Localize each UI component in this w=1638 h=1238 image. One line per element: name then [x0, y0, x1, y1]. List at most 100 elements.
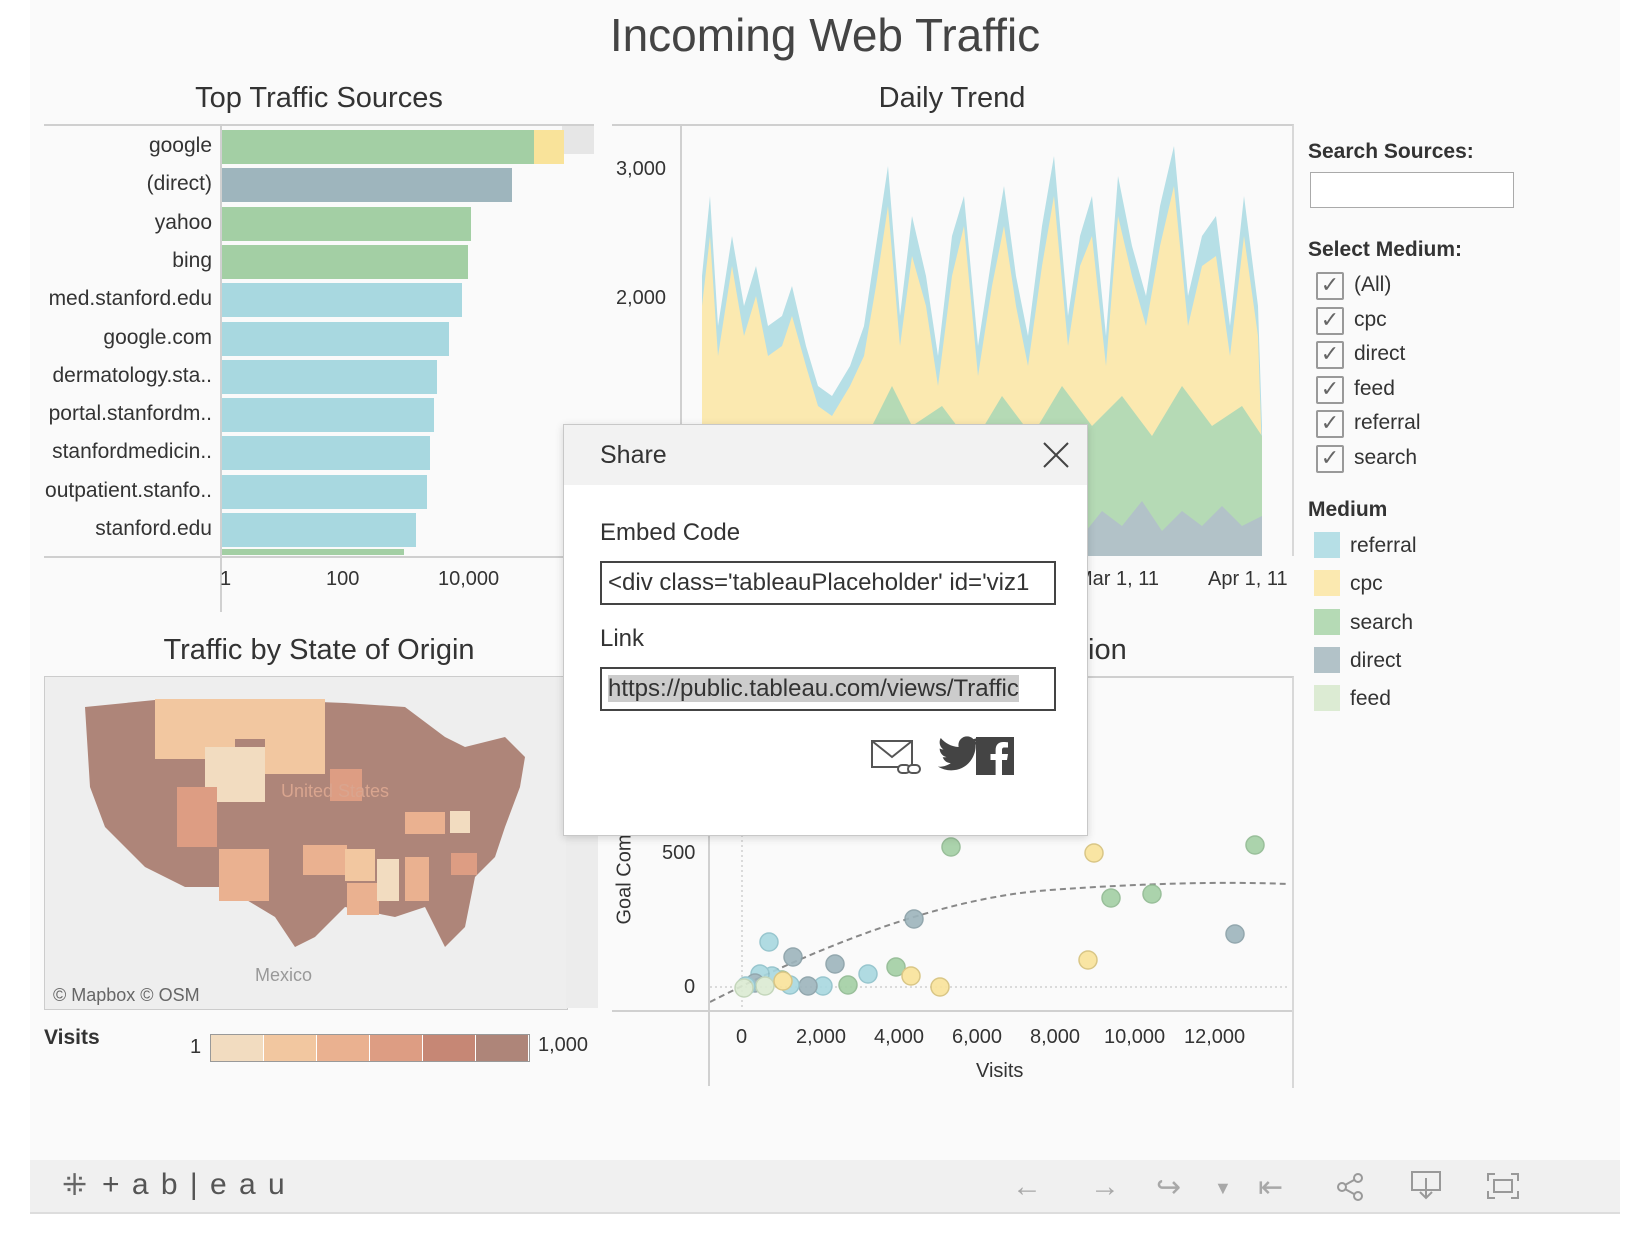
- checkbox-all[interactable]: ✓: [1316, 272, 1344, 300]
- checkbox-label[interactable]: search: [1354, 445, 1418, 469]
- checkbox-cpc[interactable]: ✓: [1316, 306, 1344, 335]
- revert-icon[interactable]: ↪: [1156, 1171, 1182, 1204]
- scatter-y-axis-line: [708, 796, 710, 1086]
- bar[interactable]: [222, 321, 449, 356]
- scatter-x-tick: 0: [736, 1026, 748, 1048]
- link-field[interactable]: https://public.tableau.com/views/Traffic: [600, 667, 1056, 711]
- bar[interactable]: [222, 283, 463, 318]
- trend-y-tick: 3,000: [616, 158, 667, 180]
- bar-label: google.com: [103, 325, 212, 349]
- bar-partial: [222, 549, 404, 555]
- bar-segment[interactable]: [534, 130, 565, 164]
- top-sources-scrollbar[interactable]: [562, 126, 594, 154]
- chevron-down-icon[interactable]: ▼: [1214, 1178, 1232, 1198]
- legend-label[interactable]: feed: [1350, 687, 1391, 711]
- scatter-x-tick: 6,000: [952, 1026, 1003, 1048]
- scatter-point: [759, 932, 779, 952]
- bar[interactable]: [222, 474, 428, 509]
- state-shape: [345, 849, 375, 881]
- ramp-step: [317, 1035, 370, 1061]
- scatter-point: [1101, 888, 1121, 908]
- state-shape: [303, 845, 347, 875]
- close-icon[interactable]: [1043, 442, 1069, 468]
- bar-label: stanford.edu: [95, 517, 212, 540]
- bar[interactable]: [222, 436, 430, 471]
- checkbox-label[interactable]: referral: [1354, 411, 1421, 434]
- bar-label: bing: [172, 248, 212, 272]
- undo-icon[interactable]: ←: [1012, 1170, 1042, 1203]
- state-shape: [330, 769, 362, 801]
- share-icon[interactable]: [1336, 1172, 1366, 1202]
- tableau-logo-text[interactable]: + a b | e a u: [102, 1168, 287, 1201]
- bar[interactable]: [222, 130, 535, 164]
- search-sources-input[interactable]: [1310, 172, 1514, 208]
- scatter-point: [783, 947, 803, 967]
- legend-swatch[interactable]: [1314, 532, 1340, 558]
- trend-y-tick: 2,000: [616, 287, 667, 309]
- checkbox-label[interactable]: feed: [1354, 376, 1395, 400]
- checkbox-search[interactable]: ✓: [1316, 444, 1344, 473]
- scatter-x-label: Visits: [976, 1060, 1024, 1082]
- top-sources-frame: [44, 124, 594, 558]
- bar[interactable]: [222, 398, 434, 433]
- legend-label[interactable]: cpc: [1350, 572, 1383, 596]
- checkbox-feed[interactable]: ✓: [1316, 375, 1344, 404]
- bar-axis-tick: 100: [326, 568, 360, 590]
- ramp-step: [211, 1035, 264, 1061]
- scatter-x-tick: 4,000: [874, 1026, 925, 1048]
- embed-code-label: Embed Code: [600, 519, 741, 546]
- daily-trend-axis-line: [680, 126, 682, 556]
- checkbox-label[interactable]: cpc: [1354, 307, 1387, 331]
- revert-all-icon[interactable]: ⇤: [1258, 1171, 1284, 1204]
- email-link-icon[interactable]: [870, 737, 924, 777]
- scatter-x-axis-line: [612, 1010, 1292, 1012]
- state-shape: [377, 859, 399, 901]
- bar[interactable]: [222, 244, 468, 279]
- checkbox-referral[interactable]: ✓: [1316, 410, 1344, 438]
- scatter-x-tick: 10,000: [1104, 1026, 1166, 1048]
- dashboard-title: Incoming Web Traffic: [609, 9, 1041, 61]
- checkbox-direct[interactable]: ✓: [1316, 341, 1344, 369]
- fullscreen-icon[interactable]: [1486, 1172, 1520, 1200]
- redo-icon[interactable]: →: [1090, 1170, 1120, 1203]
- map-title: Traffic by State of Origin: [163, 634, 475, 666]
- bar-label: google: [148, 134, 212, 157]
- legend-label[interactable]: search: [1350, 610, 1414, 634]
- scatter-point: [1245, 835, 1265, 855]
- bar[interactable]: [222, 168, 512, 203]
- scatter-point: [904, 909, 924, 929]
- legend-label[interactable]: direct: [1350, 648, 1402, 672]
- state-map[interactable]: United States Mexico © Mapbox © OSM: [44, 676, 568, 1010]
- ramp-step: [476, 1035, 529, 1061]
- facebook-icon[interactable]: [976, 737, 1014, 775]
- legend-swatch[interactable]: [1314, 685, 1340, 712]
- legend-swatch[interactable]: [1314, 646, 1340, 673]
- legend-swatch[interactable]: [1314, 608, 1340, 635]
- download-icon[interactable]: [1410, 1170, 1442, 1202]
- bar-label: dermatology.sta..: [52, 363, 212, 387]
- scatter-point: [858, 964, 878, 984]
- bar[interactable]: [222, 359, 438, 394]
- legend-label[interactable]: referral: [1350, 534, 1417, 557]
- tableau-toolbar: ⁜ + a b | e a u ← → ↪ ▼ ⇤: [30, 1160, 1620, 1214]
- twitter-icon[interactable]: [936, 735, 982, 775]
- map-attribution[interactable]: © Mapbox © OSM: [53, 985, 200, 1005]
- scatter-point: [886, 957, 906, 977]
- visits-legend-max: 1,000: [538, 1034, 589, 1056]
- legend-swatch[interactable]: [1314, 570, 1340, 597]
- bar-label: med.stanford.edu: [48, 287, 212, 311]
- visits-color-ramp: [210, 1034, 530, 1062]
- us-map-shape: [85, 699, 525, 947]
- bar-axis-tick: 1: [220, 568, 232, 590]
- checkbox-label[interactable]: (All): [1354, 273, 1392, 296]
- scatter-y-tick: 0: [684, 976, 696, 998]
- scatter-trend-line: [710, 881, 1289, 1003]
- share-dialog-header: Share: [564, 425, 1087, 485]
- bar[interactable]: [222, 206, 472, 241]
- bar[interactable]: [222, 513, 416, 547]
- state-shape: [405, 812, 445, 834]
- daily-trend-title: Daily Trend: [878, 82, 1026, 114]
- embed-code-field[interactable]: <div class='tableauPlaceholder' id='viz1: [600, 561, 1056, 605]
- checkbox-label[interactable]: direct: [1354, 342, 1406, 365]
- scatter-point: [734, 978, 754, 998]
